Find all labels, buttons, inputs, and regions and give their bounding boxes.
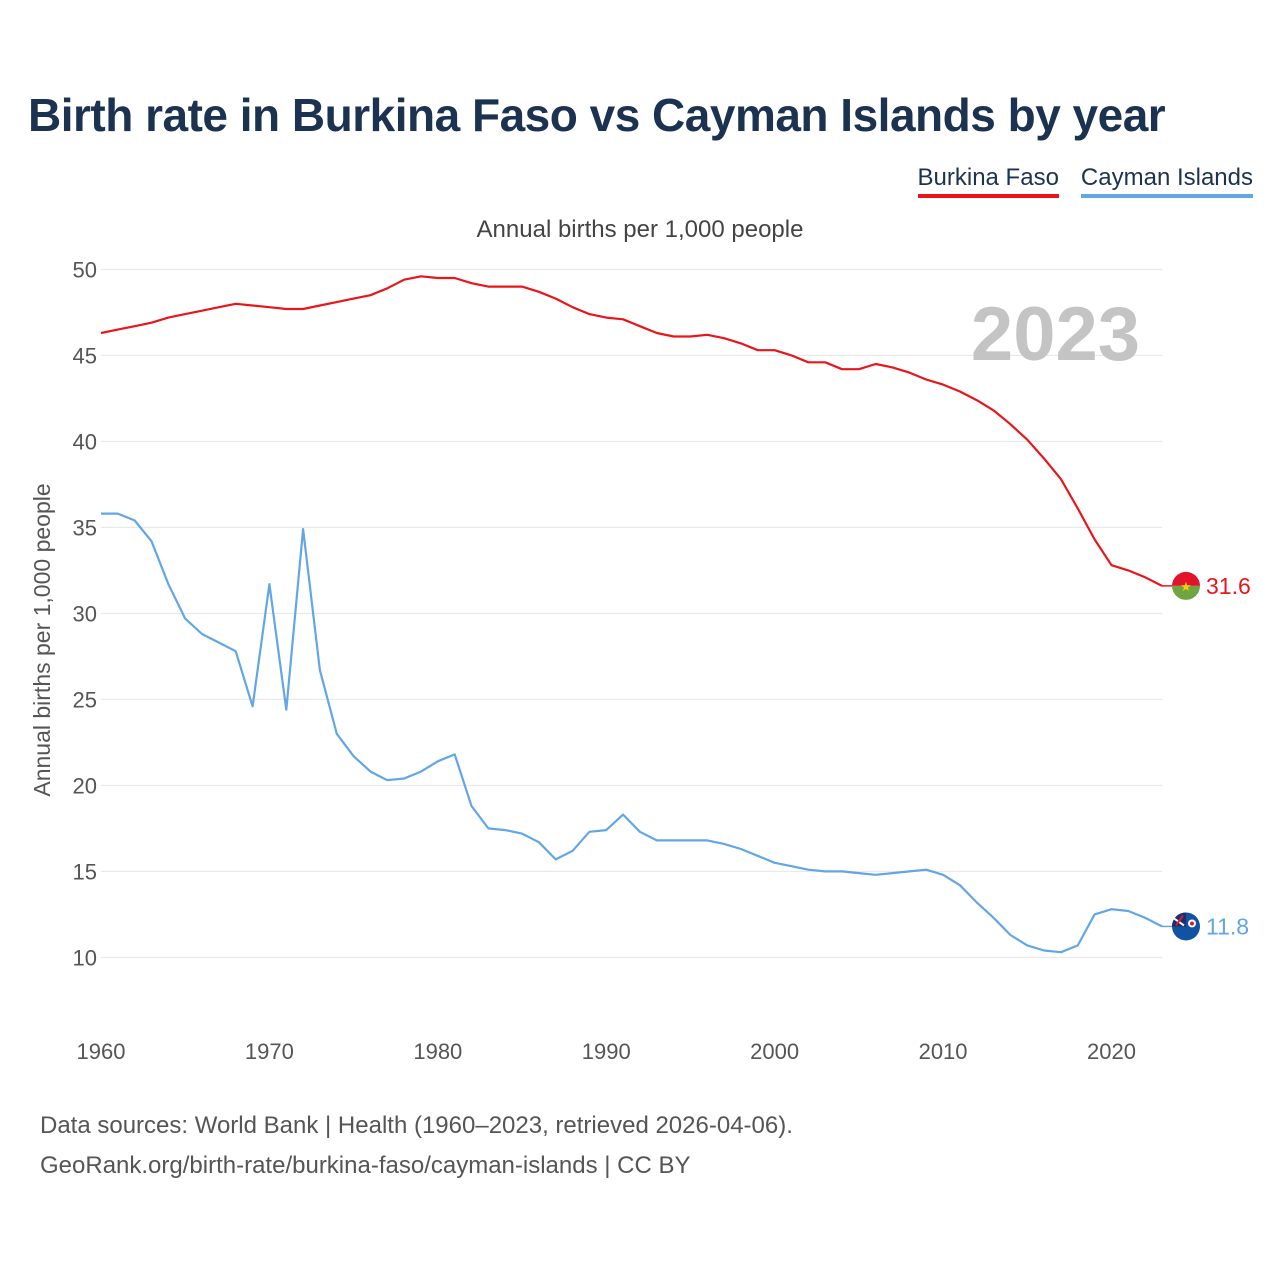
flag-cross-icon	[1175, 914, 1184, 927]
x-tick-label: 1970	[245, 1039, 294, 1064]
x-tick-label: 2020	[1087, 1039, 1136, 1064]
y-axis-label: Annual births per 1,000 people	[29, 483, 55, 796]
y-tick-label: 25	[73, 687, 97, 712]
y-tick-label: 40	[73, 429, 97, 454]
y-tick-label: 15	[73, 859, 97, 884]
series-line-burkina-faso	[100, 275, 1163, 587]
y-tick-label: 50	[73, 257, 97, 282]
source-line-1: Data sources: World Bank | Health (1960–…	[40, 1112, 793, 1139]
y-tick-label: 45	[73, 343, 97, 368]
y-tick-label: 20	[73, 773, 97, 798]
source-line-2: GeoRank.org/birth-rate/burkina-faso/caym…	[40, 1152, 691, 1179]
x-tick-label: 1990	[582, 1039, 631, 1064]
legend-item-cayman-islands[interactable]: Cayman Islands	[1080, 164, 1253, 198]
series-line-cayman-islands	[101, 512, 1163, 954]
flag-icon	[1172, 571, 1200, 586]
flag-shield-icon	[1190, 921, 1194, 926]
y-tick-label: 35	[73, 515, 97, 540]
x-tick-label: 2010	[919, 1039, 968, 1064]
chart-title: Birth rate in Burkina Faso vs Cayman Isl…	[28, 89, 1166, 141]
legend: Burkina Faso Cayman Islands	[917, 164, 1253, 198]
x-tick-label: 1960	[77, 1039, 126, 1064]
chart-subtitle: Annual births per 1,000 people	[476, 216, 804, 243]
source-note: Data sources: World Bank | Health (1960–…	[40, 1106, 793, 1186]
line-chart: 10 15 20 25 30 35 40 45 50 1960 1970 1980 1990 2000 20…	[29, 257, 1251, 1064]
y-tick-label: 30	[73, 601, 97, 626]
x-tick-label: 2000	[750, 1039, 799, 1064]
legend-item-burkina-faso[interactable]: Burkina Faso	[917, 164, 1059, 198]
x-tick-label: 1980	[413, 1039, 462, 1064]
end-value-label-cayman-islands: 11.8	[1206, 913, 1249, 939]
year-watermark: 2023	[971, 292, 1140, 377]
flag-icon	[1172, 585, 1200, 600]
end-value-label-burkina-faso: 31.6	[1206, 573, 1251, 599]
flag-star-icon: ★	[1180, 579, 1192, 594]
y-tick-label: 10	[73, 945, 97, 970]
